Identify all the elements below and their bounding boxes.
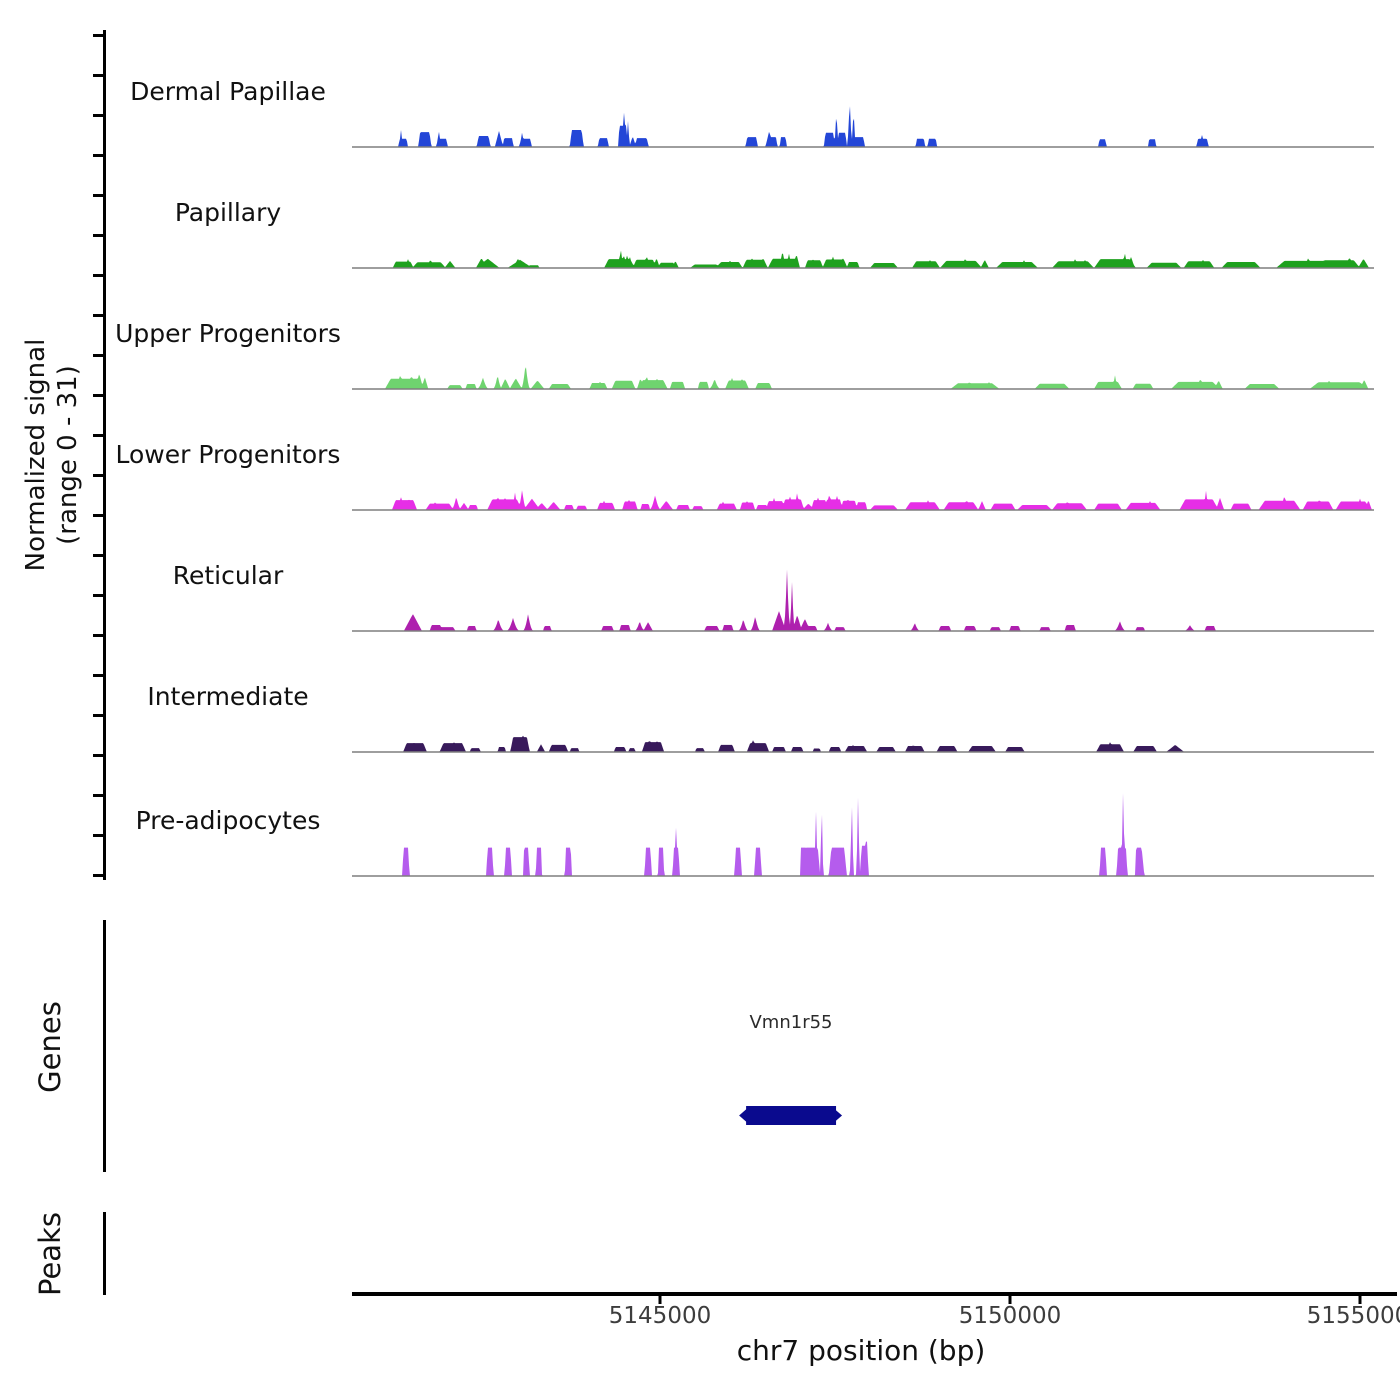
signal-y-axis-tick <box>93 634 103 637</box>
gene-strand-arrow-right <box>835 1109 843 1122</box>
signal-y-axis-tick <box>93 354 103 357</box>
x-tick-5145000: 5145000 <box>608 1303 712 1329</box>
signal-y-axis-tick <box>93 394 103 397</box>
signal-area-papillary <box>352 250 1374 268</box>
signal-y-axis-tick <box>93 474 103 477</box>
signal-y-axis-tick <box>93 234 103 237</box>
signal-y-axis-tick <box>93 754 103 757</box>
signal-y-axis-tick <box>93 514 103 517</box>
signal-area-pre-adipocytes <box>352 793 1374 876</box>
peaks-section-label: Peaks <box>33 1212 67 1296</box>
signal-area-reticular <box>352 569 1374 631</box>
x-axis-tick-5155000 <box>1358 1296 1362 1304</box>
track-label-pre-adipocytes: Pre-adipocytes <box>135 806 321 835</box>
signal-y-axis-tick <box>93 194 103 197</box>
signal-y-axis-tick <box>93 314 103 317</box>
track-label-upper-progenitors: Upper Progenitors <box>115 319 341 348</box>
signal-y-axis-tick <box>93 874 103 877</box>
signal-area-upper-progenitors <box>352 367 1374 389</box>
signal-y-axis-tick <box>93 154 103 157</box>
signal-y-axis-tick <box>93 714 103 717</box>
signal-y-axis-tick <box>93 834 103 837</box>
x-axis-tick-5145000 <box>658 1296 662 1304</box>
x-axis-tick-5150000 <box>1008 1296 1012 1304</box>
signal-area-dermal-papillae <box>352 106 1374 147</box>
signal-area-lower-progenitors <box>352 490 1374 510</box>
signal-y-axis-tick <box>93 274 103 277</box>
signal-y-axis-tick <box>93 434 103 437</box>
signal-y-axis-tick <box>93 34 103 37</box>
x-tick-5155000: 5155000 <box>1306 1303 1400 1329</box>
track-label-lower-progenitors: Lower Progenitors <box>115 440 341 469</box>
signal-y-axis-tick <box>93 74 103 77</box>
signal-area-intermediate <box>352 735 1374 752</box>
gene-name-vmn1r55: Vmn1r55 <box>749 1012 833 1033</box>
genes-section-axis-line <box>103 920 106 1172</box>
y-axis-label-line1: Normalized signal <box>21 338 51 572</box>
gene-strand-arrow-left <box>739 1108 748 1123</box>
track-label-intermediate: Intermediate <box>147 682 309 711</box>
track-label-dermal-papillae: Dermal Papillae <box>130 77 326 106</box>
y-axis-label-line2: (range 0 - 31) <box>53 365 83 545</box>
x-tick-5150000: 5150000 <box>958 1303 1062 1329</box>
signal-y-axis-tick <box>93 794 103 797</box>
gene-body-vmn1r55[interactable] <box>746 1106 837 1125</box>
x-axis-title: chr7 position (bp) <box>736 1334 986 1367</box>
x-axis-line <box>352 1292 1397 1296</box>
track-label-papillary: Papillary <box>174 198 282 227</box>
peaks-section-axis-line <box>103 1212 106 1295</box>
y-axis-label: Normalized signal (range 0 - 31) <box>20 105 84 805</box>
track-label-reticular: Reticular <box>172 561 284 590</box>
signal-y-axis-line <box>103 30 106 880</box>
signal-y-axis-tick <box>93 554 103 557</box>
signal-y-axis-tick <box>93 114 103 117</box>
signal-y-axis-tick <box>93 594 103 597</box>
signal-y-axis-tick <box>93 674 103 677</box>
